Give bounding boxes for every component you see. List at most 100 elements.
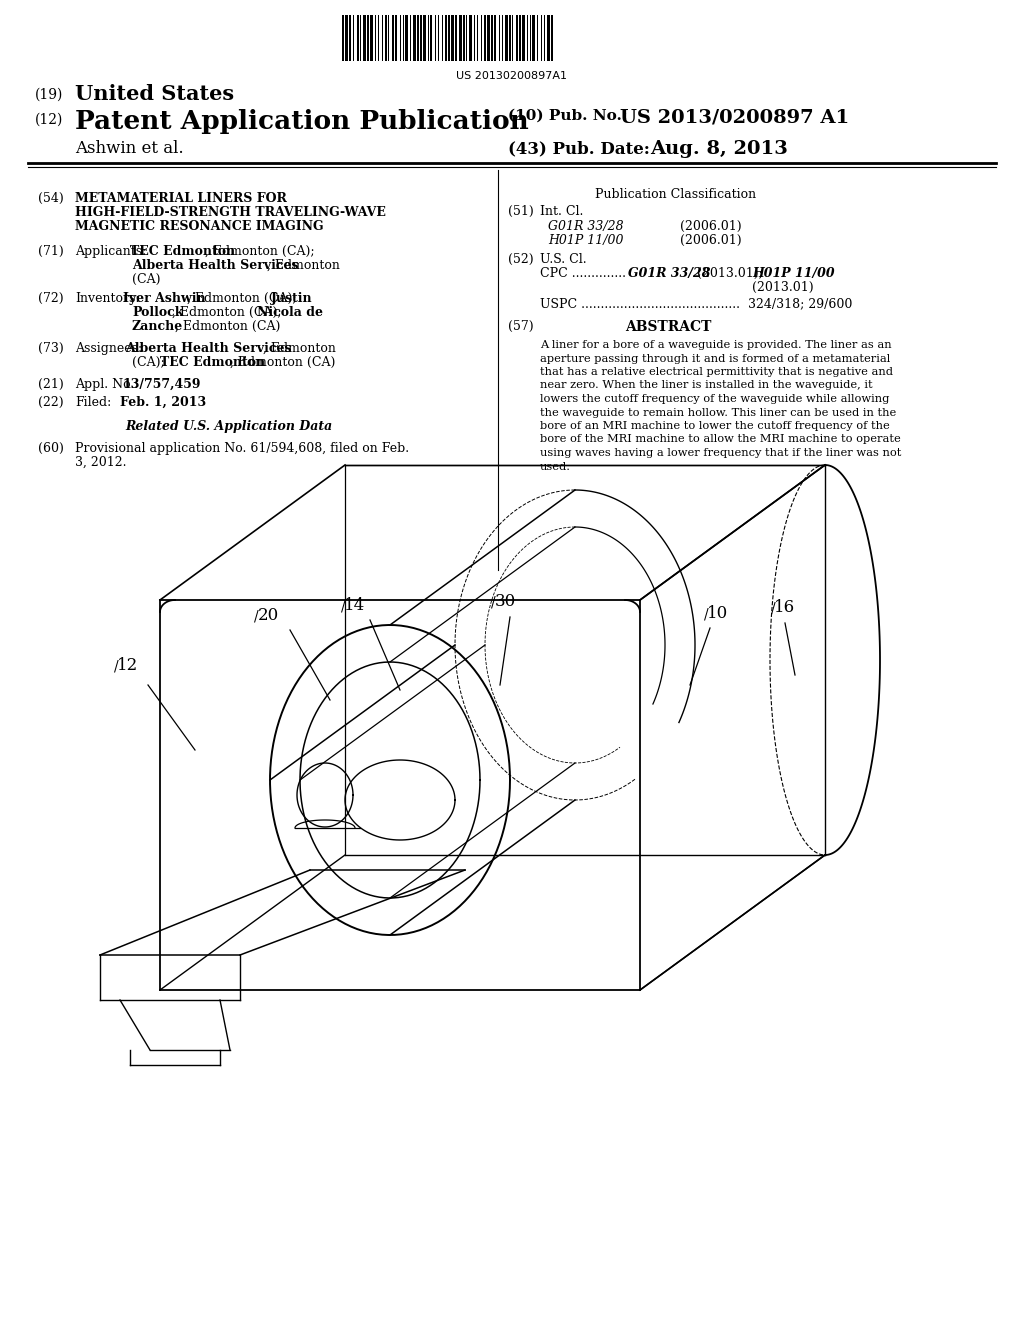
Text: , Edmonton (CA);: , Edmonton (CA); (172, 306, 282, 319)
Bar (430, 15, 432, 61)
Text: near zero. When the liner is installed in the waveguide, it: near zero. When the liner is installed i… (540, 380, 872, 391)
Text: US 20130200897A1: US 20130200897A1 (457, 71, 567, 81)
Text: Int. Cl.: Int. Cl. (540, 205, 584, 218)
Text: bore of the MRI machine to allow the MRI machine to operate: bore of the MRI machine to allow the MRI… (540, 434, 901, 445)
Text: /: / (254, 609, 258, 623)
Text: used.: used. (540, 462, 571, 471)
Text: 20: 20 (257, 606, 279, 623)
Text: G01R 33/28: G01R 33/28 (548, 220, 624, 234)
Bar (484, 15, 486, 61)
Bar (459, 15, 462, 61)
Text: United States: United States (75, 84, 234, 104)
Bar (406, 15, 408, 61)
Bar (362, 15, 366, 61)
Text: (60): (60) (38, 442, 63, 455)
Text: METAMATERIAL LINERS FOR: METAMATERIAL LINERS FOR (75, 191, 287, 205)
Bar (385, 15, 387, 61)
Text: TEC Edmonton: TEC Edmonton (160, 356, 265, 370)
Text: U.S. Cl.: U.S. Cl. (540, 253, 587, 267)
Bar (342, 15, 344, 61)
Text: Feb. 1, 2013: Feb. 1, 2013 (120, 396, 206, 409)
Text: (72): (72) (38, 292, 63, 305)
Text: 13/757,459: 13/757,459 (123, 378, 202, 391)
Text: Related U.S. Application Data: Related U.S. Application Data (125, 420, 332, 433)
Text: Alberta Health Services: Alberta Health Services (132, 259, 299, 272)
Bar (445, 15, 447, 61)
Text: /: / (490, 597, 496, 610)
Text: 16: 16 (774, 599, 796, 616)
Bar (451, 15, 454, 61)
Text: (2013.01);: (2013.01); (697, 267, 763, 280)
Text: Ashwin et al.: Ashwin et al. (75, 140, 183, 157)
Bar (449, 15, 450, 61)
Text: HIGH-FIELD-STRENGTH TRAVELING-WAVE: HIGH-FIELD-STRENGTH TRAVELING-WAVE (75, 206, 386, 219)
Text: 10: 10 (708, 605, 729, 622)
Text: Inventors:: Inventors: (75, 292, 139, 305)
Bar (392, 15, 394, 61)
Text: (71): (71) (38, 246, 63, 257)
Bar (490, 15, 493, 61)
Text: TEC Edmonton: TEC Edmonton (130, 246, 236, 257)
Text: (22): (22) (38, 396, 63, 409)
Text: /: / (114, 659, 119, 673)
Text: Appl. No.:: Appl. No.: (75, 378, 138, 391)
Text: Filed:: Filed: (75, 396, 112, 409)
Text: Pollock: Pollock (132, 306, 183, 319)
Text: 14: 14 (344, 597, 366, 614)
Text: (73): (73) (38, 342, 63, 355)
Text: (2013.01): (2013.01) (752, 281, 814, 294)
Text: USPC .........................................  324/318; 29/600: USPC ...................................… (540, 297, 852, 310)
Text: (CA);: (CA); (132, 356, 165, 370)
Text: Patent Application Publication: Patent Application Publication (75, 110, 528, 135)
Text: , Edmonton (CA): , Edmonton (CA) (230, 356, 336, 370)
Bar (516, 15, 518, 61)
Bar (551, 15, 553, 61)
Bar (487, 15, 490, 61)
Text: 12: 12 (118, 656, 138, 673)
Bar (469, 15, 472, 61)
Bar (370, 15, 373, 61)
Text: Justin: Justin (271, 292, 312, 305)
Text: US 2013/0200897 A1: US 2013/0200897 A1 (620, 110, 849, 127)
Text: lowers the cutoff frequency of the waveguide while allowing: lowers the cutoff frequency of the waveg… (540, 393, 890, 404)
Text: (12): (12) (35, 114, 63, 127)
Text: (54): (54) (38, 191, 63, 205)
Bar (345, 15, 348, 61)
Text: (52): (52) (508, 253, 534, 267)
Text: A liner for a bore of a waveguide is provided. The liner as an: A liner for a bore of a waveguide is pro… (540, 341, 892, 350)
Bar (547, 15, 550, 61)
Text: , Edmonton: , Edmonton (263, 342, 336, 355)
Text: the waveguide to remain hollow. This liner can be used in the: the waveguide to remain hollow. This lin… (540, 408, 896, 417)
Text: Aug. 8, 2013: Aug. 8, 2013 (650, 140, 787, 158)
Text: /: / (341, 599, 345, 612)
Bar (357, 15, 359, 61)
Bar (417, 15, 419, 61)
Text: (2006.01): (2006.01) (680, 220, 741, 234)
Text: , Edmonton (CA);: , Edmonton (CA); (187, 292, 297, 305)
Text: MAGNETIC RESONANCE IMAGING: MAGNETIC RESONANCE IMAGING (75, 220, 324, 234)
Text: (51): (51) (508, 205, 534, 218)
Bar (420, 15, 422, 61)
Text: (10) Pub. No.:: (10) Pub. No.: (508, 110, 628, 123)
Text: /: / (703, 607, 709, 620)
Text: Nicola de: Nicola de (257, 306, 323, 319)
Text: , Edmonton (CA);: , Edmonton (CA); (205, 246, 314, 257)
Text: (43) Pub. Date:: (43) Pub. Date: (508, 140, 650, 157)
Text: (CA): (CA) (132, 273, 161, 286)
Text: Assignees:: Assignees: (75, 342, 142, 355)
Text: aperture passing through it and is formed of a metamaterial: aperture passing through it and is forme… (540, 354, 890, 363)
Bar (522, 15, 525, 61)
Text: G01R 33/28: G01R 33/28 (628, 267, 711, 280)
Text: ABSTRACT: ABSTRACT (625, 319, 712, 334)
Text: /: / (771, 602, 775, 616)
Bar (395, 15, 397, 61)
Bar (509, 15, 511, 61)
Bar (463, 15, 465, 61)
Text: 3, 2012.: 3, 2012. (75, 455, 127, 469)
Text: Zanche: Zanche (132, 319, 183, 333)
Text: that has a relative electrical permittivity that is negative and: that has a relative electrical permittiv… (540, 367, 893, 378)
Text: (57): (57) (508, 319, 534, 333)
Bar (349, 15, 351, 61)
Text: CPC ..............: CPC .............. (540, 267, 630, 280)
Text: bore of an MRI machine to lower the cutoff frequency of the: bore of an MRI machine to lower the cuto… (540, 421, 890, 432)
